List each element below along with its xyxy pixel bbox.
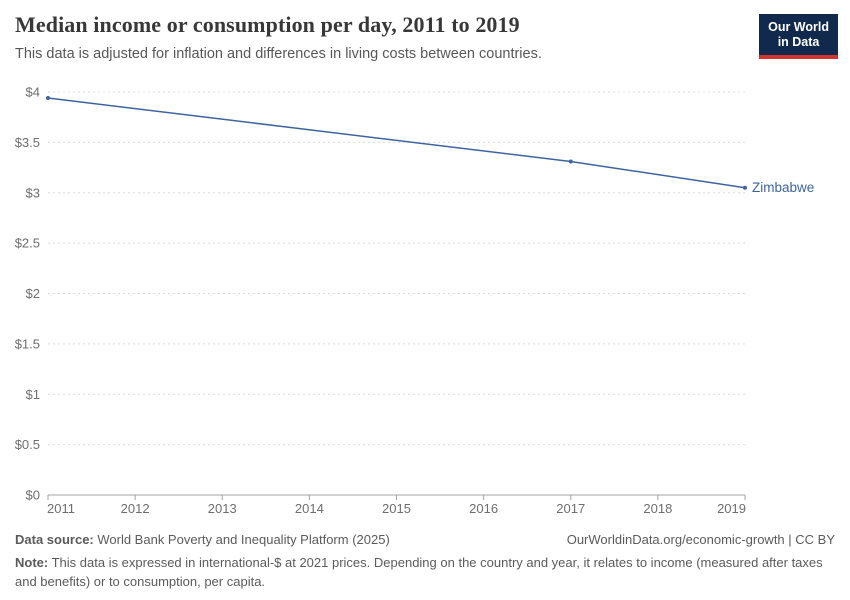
y-tick-label: $4 <box>26 85 40 100</box>
y-tick-label: $3 <box>26 185 40 200</box>
chart-title: Median income or consumption per day, 20… <box>15 12 520 37</box>
y-tick-label: $2.5 <box>15 236 40 251</box>
line-chart-svg: $0 $0.5 $1 $1.5 $2 $2.5 $3 $3.5 $4 2011 2012 2013 20… <box>15 85 815 517</box>
y-tick-label: $1.5 <box>15 336 40 351</box>
series-label-zimbabwe[interactable]: Zimbabwe <box>752 180 814 195</box>
owid-logo-line2: in Data <box>777 35 820 49</box>
data-source-text: World Bank Poverty and Inequality Platfo… <box>93 532 390 547</box>
x-tick-label: 2014 <box>295 501 324 516</box>
owid-logo-line1: Our World <box>768 20 829 34</box>
x-tick-label: 2013 <box>208 501 237 516</box>
y-tick-label: $2 <box>26 286 40 301</box>
owid-url-link[interactable]: OurWorldinData.org/economic-growth | CC … <box>566 532 835 547</box>
chart-header: Median income or consumption per day, 20… <box>15 12 745 64</box>
note-text: This data is expressed in international-… <box>15 554 823 589</box>
data-point-marker <box>568 159 573 164</box>
x-tick-label: 2015 <box>382 501 411 516</box>
data-point-marker <box>46 96 50 101</box>
x-tick-label: 2018 <box>643 501 672 516</box>
y-tick-label: $0 <box>26 488 40 503</box>
series-line-zimbabwe <box>47 97 746 189</box>
footer-note: Note: This data is expressed in internat… <box>15 554 835 592</box>
x-tick-label: 2016 <box>469 501 498 516</box>
line-chart-area: $0 $0.5 $1 $1.5 $2 $2.5 $3 $3.5 $4 2011 2012 2013 20… <box>0 80 850 520</box>
owid-logo[interactable]: Our World in Data <box>759 14 838 59</box>
x-tick-label: 2019 <box>717 501 746 516</box>
y-tick-label: $3.5 <box>15 135 40 150</box>
y-tick-label: $1 <box>26 387 40 402</box>
note-label: Note: <box>15 554 49 570</box>
data-source-label: Data source: <box>15 532 94 547</box>
footer-source-row: Data source: World Bank Poverty and Ineq… <box>15 531 835 550</box>
data-point-marker <box>743 185 747 190</box>
chart-subtitle: This data is adjusted for inflation and … <box>15 46 542 63</box>
x-tick-label: 2012 <box>121 501 150 516</box>
data-source: Data source: World Bank Poverty and Ineq… <box>15 531 390 550</box>
chart-footer: Data source: World Bank Poverty and Ineq… <box>15 531 835 592</box>
x-tick-label: 2017 <box>556 501 585 516</box>
x-tick-label: 2011 <box>47 501 75 516</box>
y-tick-label: $0.5 <box>15 437 40 452</box>
